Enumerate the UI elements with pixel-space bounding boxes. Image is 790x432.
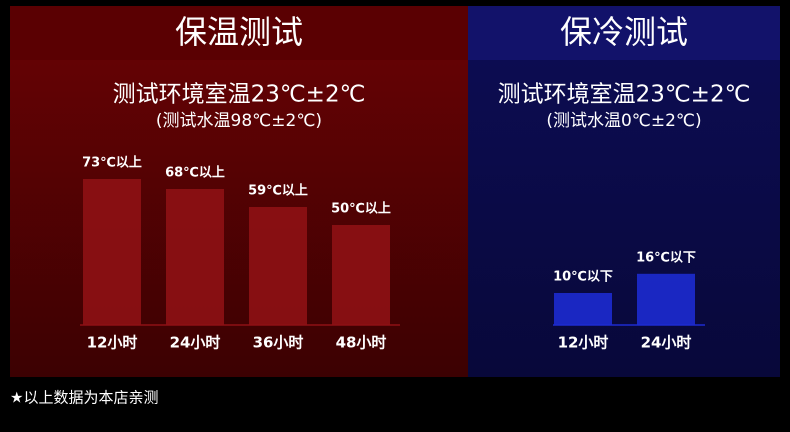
chart-title: 保冷测试 [560, 13, 688, 51]
x-tick-label: 24小时 [170, 334, 221, 352]
value-label: 68℃以上 [165, 166, 225, 181]
bar [332, 225, 390, 325]
x-tick-label: 12小时 [558, 334, 609, 352]
bar [166, 189, 224, 325]
panel-header [10, 6, 468, 60]
panel [468, 6, 780, 377]
bar [249, 207, 307, 325]
subtitle: 测试环境室温23℃±2℃ [113, 82, 366, 108]
footnote: ★以上数据为本店亲测 [10, 389, 158, 407]
value-label: 50℃以上 [331, 202, 391, 217]
bar [637, 273, 695, 325]
value-label: 73℃以上 [82, 156, 142, 171]
value-label: 10℃以下 [553, 270, 613, 285]
x-tick-label: 36小时 [253, 334, 304, 352]
bar [554, 293, 612, 325]
x-tick-label: 12小时 [87, 334, 138, 352]
annotation: (测试水温98℃±2℃) [156, 111, 322, 131]
x-tick-label: 48小时 [336, 334, 387, 352]
bar [83, 179, 141, 325]
value-label: 16℃以下 [636, 250, 696, 265]
annotation: (测试水温0℃±2℃) [546, 111, 701, 131]
panel [10, 6, 468, 377]
x-tick-label: 24小时 [641, 334, 692, 352]
value-label: 59℃以上 [248, 184, 308, 199]
chart-title: 保温测试 [175, 13, 303, 51]
panel-header [468, 6, 780, 60]
subtitle: 测试环境室温23℃±2℃ [498, 82, 751, 108]
